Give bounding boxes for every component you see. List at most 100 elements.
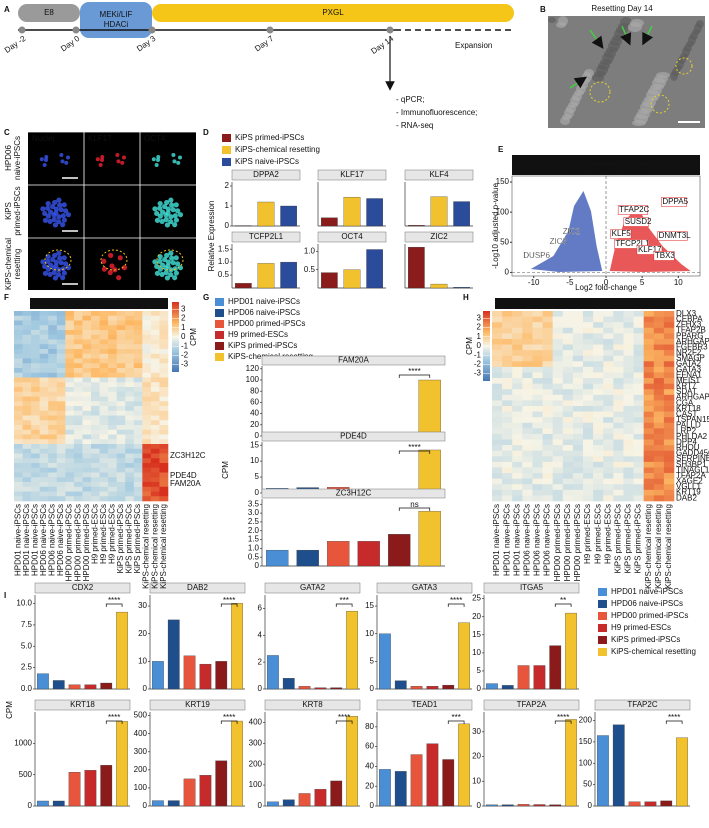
heatmap-cell [73,339,83,345]
heatmap-cell [39,377,49,383]
heatmap-cell [593,433,604,440]
heatmap-cell [22,491,32,497]
nucleus [172,222,178,228]
heatmap-cell [603,322,614,329]
cell-texture [556,22,566,28]
heatmap-cell [150,344,160,350]
heatmap-cell [633,327,644,334]
heatmap-cell [91,444,100,450]
heatmap-cell [603,366,614,373]
heatmap-cell [48,344,58,350]
nucleus [57,202,63,208]
heatmap-cell [133,401,143,407]
gene-label: ZIC3 [550,237,568,246]
heatmap-cell [562,439,574,446]
heatmap-cell [108,396,117,402]
heatmap-cell [65,453,75,459]
heatmap-cell [39,391,49,397]
heatmap-cell [48,349,58,355]
heatmap-cell [99,472,109,478]
heatmap-cell [133,344,143,350]
gene-label-box [657,231,688,241]
heatmap-cell [603,327,614,334]
y-tick-label: 0 [143,801,148,810]
nucleus [61,202,67,208]
heatmap-cell [613,400,624,407]
nucleus [51,269,57,276]
heatmap-cell [552,461,564,468]
row-label: LRP2 [676,426,697,435]
heatmap-cell [552,406,564,412]
panel-title-box [149,699,246,711]
heatmap-cell [542,322,553,329]
heatmap-cell [492,484,503,491]
heatmap-cell [133,477,143,483]
heatmap-cell [39,458,49,464]
heatmap-cell [14,387,23,393]
y-tick-label: 0 [255,431,260,440]
significance-bracket [220,603,238,607]
heatmap-cell [522,445,533,452]
heatmap-cell [116,434,126,440]
heatmap-cell [623,428,634,435]
heatmap-cell [99,320,109,326]
heatmap-cell [133,387,143,393]
heatmap-cell [583,378,594,384]
heatmap-cell [552,456,564,463]
heatmap-cell [142,391,152,397]
row-label: ZC3H12C [170,451,206,460]
heatmap-cell [65,330,75,336]
heatmap-cell [125,344,135,350]
heatmap-cell [572,316,584,323]
legend-swatch [215,320,224,328]
nucleus [159,209,166,215]
heatmap-cell [159,368,169,374]
heatmap-cell [522,372,533,379]
y-tick-label: 200 [579,716,593,725]
heatmap-cell [125,334,135,340]
heatmap-cell [522,478,533,485]
heatmap-cell [108,358,117,364]
heatmap-cell [562,406,574,412]
column-label: KiPS-chemical resetting [150,504,159,589]
bar [282,799,295,807]
heatmap-cell [643,400,655,407]
heatmap-cell [48,448,58,454]
bar [343,269,361,289]
nucleus [63,208,69,214]
heatmap-cell [159,339,169,345]
heatmap-cell [91,420,100,426]
heatmap-cell [542,456,553,463]
heatmap-cell [562,394,574,401]
heatmap-cell [492,378,503,384]
bar [215,760,228,807]
heatmap-cell [663,322,675,329]
bar [280,261,297,289]
heatmap-cell [56,458,66,464]
heatmap-cell [125,434,135,440]
y-tick-label: 200 [249,759,263,768]
panel-title-box [34,582,131,594]
heatmap-cell [142,377,152,383]
heatmap-cell [39,425,49,431]
nucleus [65,212,72,218]
heatmap-cell [613,495,624,502]
heatmap-cell [22,325,32,331]
heatmap-cell [512,383,523,390]
heatmap-cell [623,355,634,362]
heatmap-cell [613,361,624,368]
heatmap-cell [150,358,160,364]
heatmap-cell [48,444,58,450]
heatmap-cell [552,389,564,396]
heatmap-cell [613,411,624,418]
row-label: ZFHX3 [676,320,702,329]
heatmap-cell [31,401,40,407]
heatmap-cell [512,338,523,345]
nucleus [52,199,58,206]
column-label: KiPS primed-iPSCs [133,504,142,573]
heatmap-cell [522,355,533,362]
heatmap-cell [65,429,75,435]
heatmap-cell [48,491,58,497]
y-tick-label: 1.5 [248,535,260,544]
